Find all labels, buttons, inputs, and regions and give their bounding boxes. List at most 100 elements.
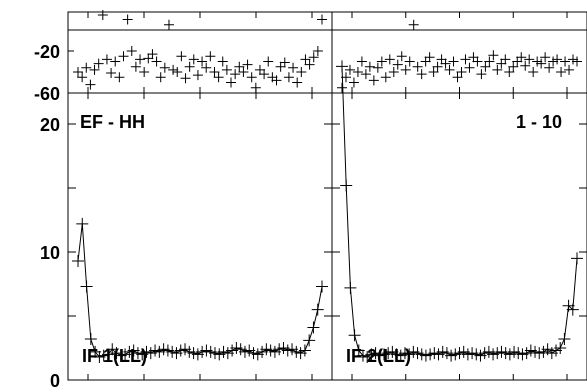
- amplitude-point: [303, 334, 316, 347]
- phase-point: [416, 69, 427, 80]
- amplitude-frame-1: [67, 92, 333, 381]
- phase-point: [372, 62, 383, 73]
- amplitude-frame-2: [331, 92, 587, 381]
- phase-point: [259, 69, 270, 80]
- phase-point: [300, 54, 311, 65]
- phase-point: [114, 72, 125, 83]
- amplitude-point: [80, 280, 93, 293]
- phase-point: [480, 61, 491, 72]
- phase-point: [304, 59, 315, 70]
- phase-tick-label: -20: [34, 42, 60, 62]
- phase-point: [496, 58, 507, 69]
- phase-point: [436, 54, 447, 65]
- phase-point: [564, 64, 575, 75]
- phase-point: [205, 51, 216, 62]
- phase-point: [556, 67, 567, 77]
- phase-point: [384, 54, 395, 65]
- phase-point: [356, 56, 367, 67]
- phase-point: [106, 68, 117, 79]
- phase-point: [388, 67, 399, 77]
- phase-point: [147, 49, 158, 60]
- phase-point: [155, 72, 166, 83]
- phase-point: [209, 67, 220, 77]
- phase-point: [296, 67, 307, 77]
- if-label: IF 2(LL): [346, 346, 411, 366]
- phase-point: [77, 72, 88, 83]
- phase-point: [376, 56, 387, 67]
- phase-point: [271, 75, 282, 86]
- phase-point: [360, 69, 371, 80]
- phase-point: [440, 58, 451, 69]
- phase-point: [380, 72, 391, 83]
- panel-title: 1 - 10: [516, 112, 562, 132]
- phase-point: [528, 67, 539, 77]
- phase-point: [568, 54, 579, 65]
- phase-point: [460, 54, 471, 65]
- phase-point: [364, 61, 375, 72]
- amplitude-point: [558, 333, 571, 346]
- phase-point: [93, 58, 104, 69]
- phase-point: [192, 70, 203, 81]
- phase-point: [283, 72, 294, 83]
- phase-point: [221, 64, 232, 75]
- phase-point: [456, 67, 467, 77]
- phase-point: [118, 51, 129, 62]
- amplitude-point: [336, 60, 348, 73]
- phase-point: [151, 56, 162, 67]
- phase-point: [552, 54, 563, 65]
- phase-point: [122, 14, 133, 25]
- phase-point: [292, 77, 303, 88]
- phase-point: [540, 52, 551, 63]
- phase-point: [238, 67, 249, 77]
- phase-point: [544, 62, 555, 73]
- amplitude-point: [307, 321, 320, 334]
- phase-point: [504, 67, 515, 77]
- phase-frame-1: [67, 11, 333, 94]
- phase-point: [508, 61, 519, 72]
- phase-point: [139, 67, 150, 77]
- phase-point: [484, 56, 495, 67]
- phase-point: [246, 72, 257, 83]
- phase-point: [368, 75, 379, 86]
- phase-point: [275, 61, 286, 72]
- phase-point: [512, 56, 523, 67]
- phase-point: [226, 77, 237, 88]
- phase-point: [73, 67, 83, 77]
- phase-point: [444, 64, 455, 75]
- phase-point: [452, 72, 463, 83]
- phase-point: [396, 51, 407, 62]
- phase-point: [488, 50, 499, 61]
- phase-point: [432, 61, 443, 72]
- phase-point: [344, 64, 355, 75]
- phase-point: [536, 58, 547, 69]
- phase-point: [126, 46, 137, 56]
- y-tick-label: 20: [40, 115, 60, 135]
- phase-point: [163, 19, 174, 30]
- y-tick-label: 0: [50, 371, 60, 391]
- amplitude-point: [571, 252, 583, 265]
- phase-point: [85, 79, 96, 90]
- phase-point: [288, 62, 299, 73]
- phase-point: [188, 54, 199, 65]
- phase-point: [308, 52, 319, 63]
- phase-point: [176, 51, 187, 62]
- phase-point: [464, 62, 475, 73]
- phase-point: [81, 62, 92, 73]
- amplitude-point: [348, 329, 361, 342]
- phase-point: [404, 56, 415, 67]
- phase-point: [472, 56, 483, 67]
- amplitude-model-line: [341, 66, 578, 358]
- amplitude-point: [340, 179, 353, 192]
- phase-point: [143, 53, 154, 64]
- phase-point: [279, 57, 290, 68]
- amplitude-model-line: [77, 223, 323, 358]
- phase-point: [201, 62, 212, 73]
- phase-point: [348, 77, 359, 88]
- amplitude-point: [84, 333, 97, 346]
- phase-point: [89, 64, 100, 75]
- phase-point: [524, 54, 535, 65]
- phase-point: [412, 61, 423, 72]
- amplitude-point: [72, 254, 84, 267]
- phase-point: [448, 56, 459, 67]
- y-tick-label: 10: [40, 243, 60, 263]
